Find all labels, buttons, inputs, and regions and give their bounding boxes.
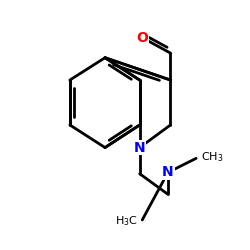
Text: O: O [136,31,148,45]
Text: N: N [162,166,174,179]
Text: H$_3$C: H$_3$C [114,214,138,228]
Text: N: N [134,140,145,154]
Text: CH$_3$: CH$_3$ [201,150,224,164]
